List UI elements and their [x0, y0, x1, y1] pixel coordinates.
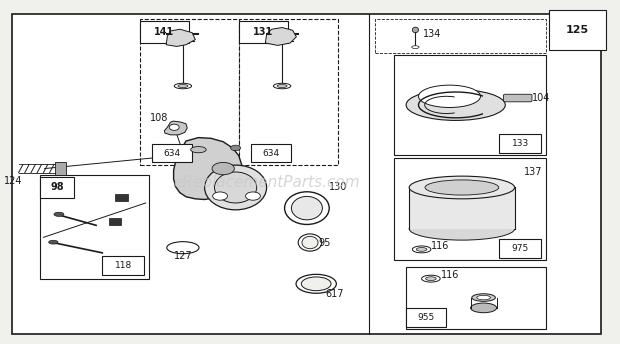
- Text: 108: 108: [149, 112, 168, 123]
- Ellipse shape: [422, 275, 440, 282]
- Text: 134: 134: [423, 29, 441, 40]
- Ellipse shape: [406, 89, 505, 120]
- Text: 634: 634: [263, 149, 280, 158]
- Ellipse shape: [48, 240, 58, 244]
- Ellipse shape: [409, 217, 515, 240]
- FancyBboxPatch shape: [503, 94, 532, 102]
- Bar: [55, 162, 66, 175]
- Circle shape: [212, 162, 234, 175]
- Ellipse shape: [472, 294, 495, 301]
- Polygon shape: [166, 29, 195, 46]
- Bar: [140, 19, 239, 165]
- Bar: [40, 177, 74, 198]
- Bar: [394, 158, 546, 260]
- Bar: [375, 19, 546, 53]
- Text: 127: 127: [174, 251, 192, 261]
- Ellipse shape: [412, 246, 431, 253]
- Ellipse shape: [425, 180, 498, 195]
- Bar: [406, 267, 546, 329]
- Text: 141: 141: [154, 27, 174, 37]
- Circle shape: [231, 145, 241, 151]
- Text: eReplacementParts.com: eReplacementParts.com: [173, 175, 360, 190]
- Bar: [108, 218, 121, 225]
- Bar: [239, 19, 338, 165]
- Bar: [394, 55, 546, 155]
- Text: 118: 118: [115, 261, 132, 270]
- Ellipse shape: [412, 27, 418, 33]
- Circle shape: [213, 192, 228, 200]
- Bar: [102, 256, 144, 275]
- Text: 95: 95: [318, 237, 330, 248]
- Polygon shape: [265, 28, 296, 45]
- Text: 634: 634: [164, 149, 180, 158]
- Text: 137: 137: [524, 167, 542, 177]
- Ellipse shape: [417, 248, 427, 251]
- Ellipse shape: [54, 212, 64, 216]
- Ellipse shape: [205, 165, 267, 210]
- Ellipse shape: [425, 277, 436, 281]
- Ellipse shape: [412, 46, 419, 49]
- Bar: [406, 308, 446, 327]
- Text: 975: 975: [512, 244, 529, 253]
- Ellipse shape: [409, 176, 515, 199]
- Bar: [499, 134, 541, 153]
- Text: 130: 130: [329, 182, 347, 193]
- Text: 617: 617: [326, 289, 344, 299]
- Ellipse shape: [418, 85, 480, 108]
- Ellipse shape: [301, 277, 331, 291]
- Ellipse shape: [167, 241, 199, 254]
- Bar: [499, 239, 541, 258]
- Text: 98: 98: [51, 182, 64, 193]
- Ellipse shape: [471, 303, 497, 313]
- Text: 116: 116: [441, 270, 459, 280]
- Ellipse shape: [215, 172, 257, 203]
- Ellipse shape: [291, 196, 322, 220]
- Text: 133: 133: [512, 139, 529, 148]
- Text: 125: 125: [565, 25, 589, 35]
- Circle shape: [246, 192, 260, 200]
- Text: 116: 116: [431, 241, 450, 251]
- Bar: [409, 187, 515, 229]
- Bar: [251, 144, 291, 162]
- Ellipse shape: [296, 275, 336, 293]
- Polygon shape: [164, 121, 187, 135]
- Bar: [40, 175, 149, 279]
- Ellipse shape: [477, 295, 490, 300]
- Ellipse shape: [277, 85, 287, 88]
- Bar: [140, 21, 189, 43]
- Ellipse shape: [302, 236, 318, 249]
- Text: 124: 124: [4, 175, 23, 186]
- Text: 955: 955: [418, 313, 435, 322]
- Ellipse shape: [174, 83, 192, 89]
- Text: 104: 104: [532, 93, 551, 103]
- Ellipse shape: [169, 124, 179, 130]
- Text: 131: 131: [254, 27, 273, 37]
- Ellipse shape: [191, 147, 206, 153]
- Ellipse shape: [298, 234, 322, 251]
- Bar: [239, 21, 288, 43]
- Bar: [549, 10, 606, 50]
- Ellipse shape: [178, 85, 188, 88]
- Polygon shape: [174, 138, 242, 200]
- Ellipse shape: [285, 192, 329, 225]
- Bar: [152, 144, 192, 162]
- Bar: [115, 194, 128, 201]
- Ellipse shape: [273, 83, 291, 89]
